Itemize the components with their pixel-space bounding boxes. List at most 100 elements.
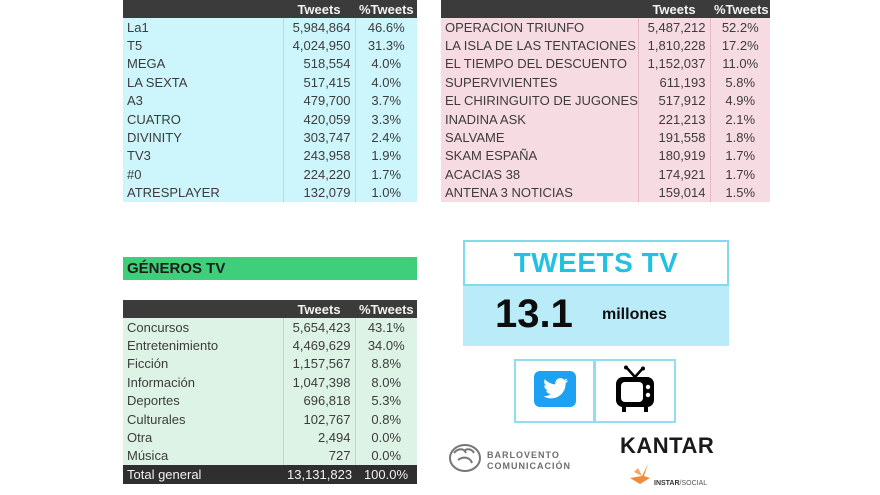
program-name: ACACIAS 38	[441, 165, 639, 184]
tweets-count: 243,958	[283, 146, 356, 166]
tweets-pct: 3.3%	[355, 109, 417, 129]
tweets-count: 2,494	[283, 428, 356, 447]
tweets-pct: 1.0%	[355, 183, 417, 202]
tweets-tv-summary: 13.1 millones	[463, 286, 729, 346]
genre-name: Culturales	[123, 409, 284, 429]
tweets-tv-title: TWEETS TV	[463, 240, 729, 286]
table-row: TV3 243,958 1.9%	[123, 146, 417, 166]
table-row: Culturales 102,767 0.8%	[123, 409, 417, 429]
header-pct: %Tweets	[355, 300, 417, 318]
table-row: #0 224,220 1.7%	[123, 165, 417, 184]
total-tweets: 13,131,823	[283, 465, 355, 484]
program-name: INADINA ASK	[441, 109, 639, 129]
tweets-pct: 1.7%	[710, 146, 770, 166]
tweets-pct: 2.1%	[710, 109, 770, 129]
genre-name: Entretenimiento	[123, 336, 284, 355]
tweets-pct: 5.3%	[355, 391, 417, 410]
genre-name: Deportes	[123, 391, 284, 410]
table-row: CUATRO 420,059 3.3%	[123, 109, 417, 129]
kantar-logo: KANTAR	[620, 433, 715, 458]
tweets-pct: 1.8%	[710, 128, 770, 147]
table-row: ATRESPLAYER 132,079 1.0%	[123, 183, 417, 202]
channels-table: Tweets %Tweets La1 5,984,864 46.6% T5 4,024…	[123, 0, 417, 202]
channel-name: CUATRO	[123, 109, 284, 129]
tweets-count: 517,912	[638, 91, 711, 110]
tweets-count: 696,818	[283, 391, 356, 410]
total-pct: 100.0%	[355, 465, 417, 484]
instar-social-logo: INSTAR/SOCIAL	[628, 462, 707, 491]
channel-name: #0	[123, 165, 284, 184]
total-row: Total general 13,131,823 100.0%	[123, 465, 417, 484]
table-row: OPERACION TRIUNFO 5,487,212 52.2%	[441, 18, 770, 37]
channel-name: TV3	[123, 146, 284, 166]
channel-name: T5	[123, 36, 284, 55]
tweets-pct: 31.3%	[355, 36, 417, 55]
total-tweets-value: 13.1	[495, 292, 573, 336]
program-name: OPERACION TRIUNFO	[441, 18, 639, 37]
tweets-count: 1,152,037	[638, 54, 711, 74]
table-row: LA ISLA DE LAS TENTACIONES 1,810,228 17.2%	[441, 36, 770, 55]
tweets-pct: 43.1%	[355, 318, 417, 337]
tweets-count: 1,810,228	[638, 36, 711, 55]
total-tweets-unit: millones	[602, 306, 667, 323]
header-name	[123, 0, 283, 18]
tweets-pct: 0.0%	[355, 428, 417, 447]
tweets-pct: 34.0%	[355, 336, 417, 355]
tweets-pct: 8.0%	[355, 373, 417, 392]
tweets-pct: 4.0%	[355, 54, 417, 74]
program-name: SKAM ESPAÑA	[441, 146, 639, 166]
instar-bird-icon	[628, 462, 652, 491]
tweets-pct: 1.9%	[355, 146, 417, 166]
header-pct: %Tweets	[710, 0, 770, 18]
channel-name: La1	[123, 18, 284, 37]
genre-name: Música	[123, 446, 284, 466]
tweets-count: 1,047,398	[283, 373, 356, 392]
tweets-pct: 8.8%	[355, 354, 417, 374]
table-row: T5 4,024,950 31.3%	[123, 36, 417, 55]
channel-name: MEGA	[123, 54, 284, 74]
tweets-count: 180,919	[638, 146, 711, 166]
tweets-pct: 3.7%	[355, 91, 417, 110]
tweets-count: 5,654,423	[283, 318, 356, 337]
tweets-count: 5,487,212	[638, 18, 711, 37]
table-row: Información 1,047,398 8.0%	[123, 373, 417, 392]
tweets-pct: 5.8%	[710, 73, 770, 92]
instar-label: INSTAR	[654, 480, 680, 487]
tv-icon-box	[595, 359, 676, 423]
table-row: SALVAME 191,558 1.8%	[441, 128, 770, 147]
channel-name: LA SEXTA	[123, 73, 284, 92]
tweets-pct: 4.9%	[710, 91, 770, 110]
tweets-count: 611,193	[638, 73, 711, 92]
table-row: La1 5,984,864 46.6%	[123, 18, 417, 37]
tweets-pct: 0.0%	[355, 446, 417, 466]
tweets-pct: 1.5%	[710, 183, 770, 202]
table-row: Ficción 1,157,567 8.8%	[123, 354, 417, 374]
program-name: ANTENA 3 NOTICIAS	[441, 183, 639, 202]
table-row: EL TIEMPO DEL DESCUENTO 1,152,037 11.0%	[441, 54, 770, 74]
table-row: SKAM ESPAÑA 180,919 1.7%	[441, 146, 770, 166]
program-name: EL CHIRINGUITO DE JUGONES	[441, 91, 639, 110]
tweets-pct: 52.2%	[710, 18, 770, 37]
tweets-count: 102,767	[283, 409, 356, 429]
table-header-row: Tweets %Tweets	[123, 0, 417, 18]
channel-name: ATRESPLAYER	[123, 183, 284, 202]
genre-name: Otra	[123, 428, 284, 447]
program-name: SUPERVIVIENTES	[441, 73, 639, 92]
tweets-pct: 2.4%	[355, 128, 417, 147]
programs-table: Tweets %Tweets OPERACION TRIUNFO 5,487,21…	[441, 0, 770, 202]
table-row: SUPERVIVIENTES 611,193 5.8%	[441, 73, 770, 92]
barlovento-logo: BARLOVENTO COMUNICACIÓN	[448, 443, 571, 478]
tweets-count: 5,984,864	[283, 18, 356, 37]
table-header-row: Tweets %Tweets	[441, 0, 770, 18]
tweets-count: 174,921	[638, 165, 711, 184]
tv-icon	[615, 365, 655, 418]
tweets-pct: 0.8%	[355, 409, 417, 429]
channel-name: DIVINITY	[123, 128, 284, 147]
program-name: SALVAME	[441, 128, 639, 147]
table-row: INADINA ASK 221,213 2.1%	[441, 109, 770, 129]
tweets-count: 224,220	[283, 165, 356, 184]
tweets-pct: 4.0%	[355, 73, 417, 92]
table-row: MEGA 518,554 4.0%	[123, 54, 417, 74]
tweets-count: 420,059	[283, 109, 356, 129]
genre-name: Información	[123, 373, 284, 392]
